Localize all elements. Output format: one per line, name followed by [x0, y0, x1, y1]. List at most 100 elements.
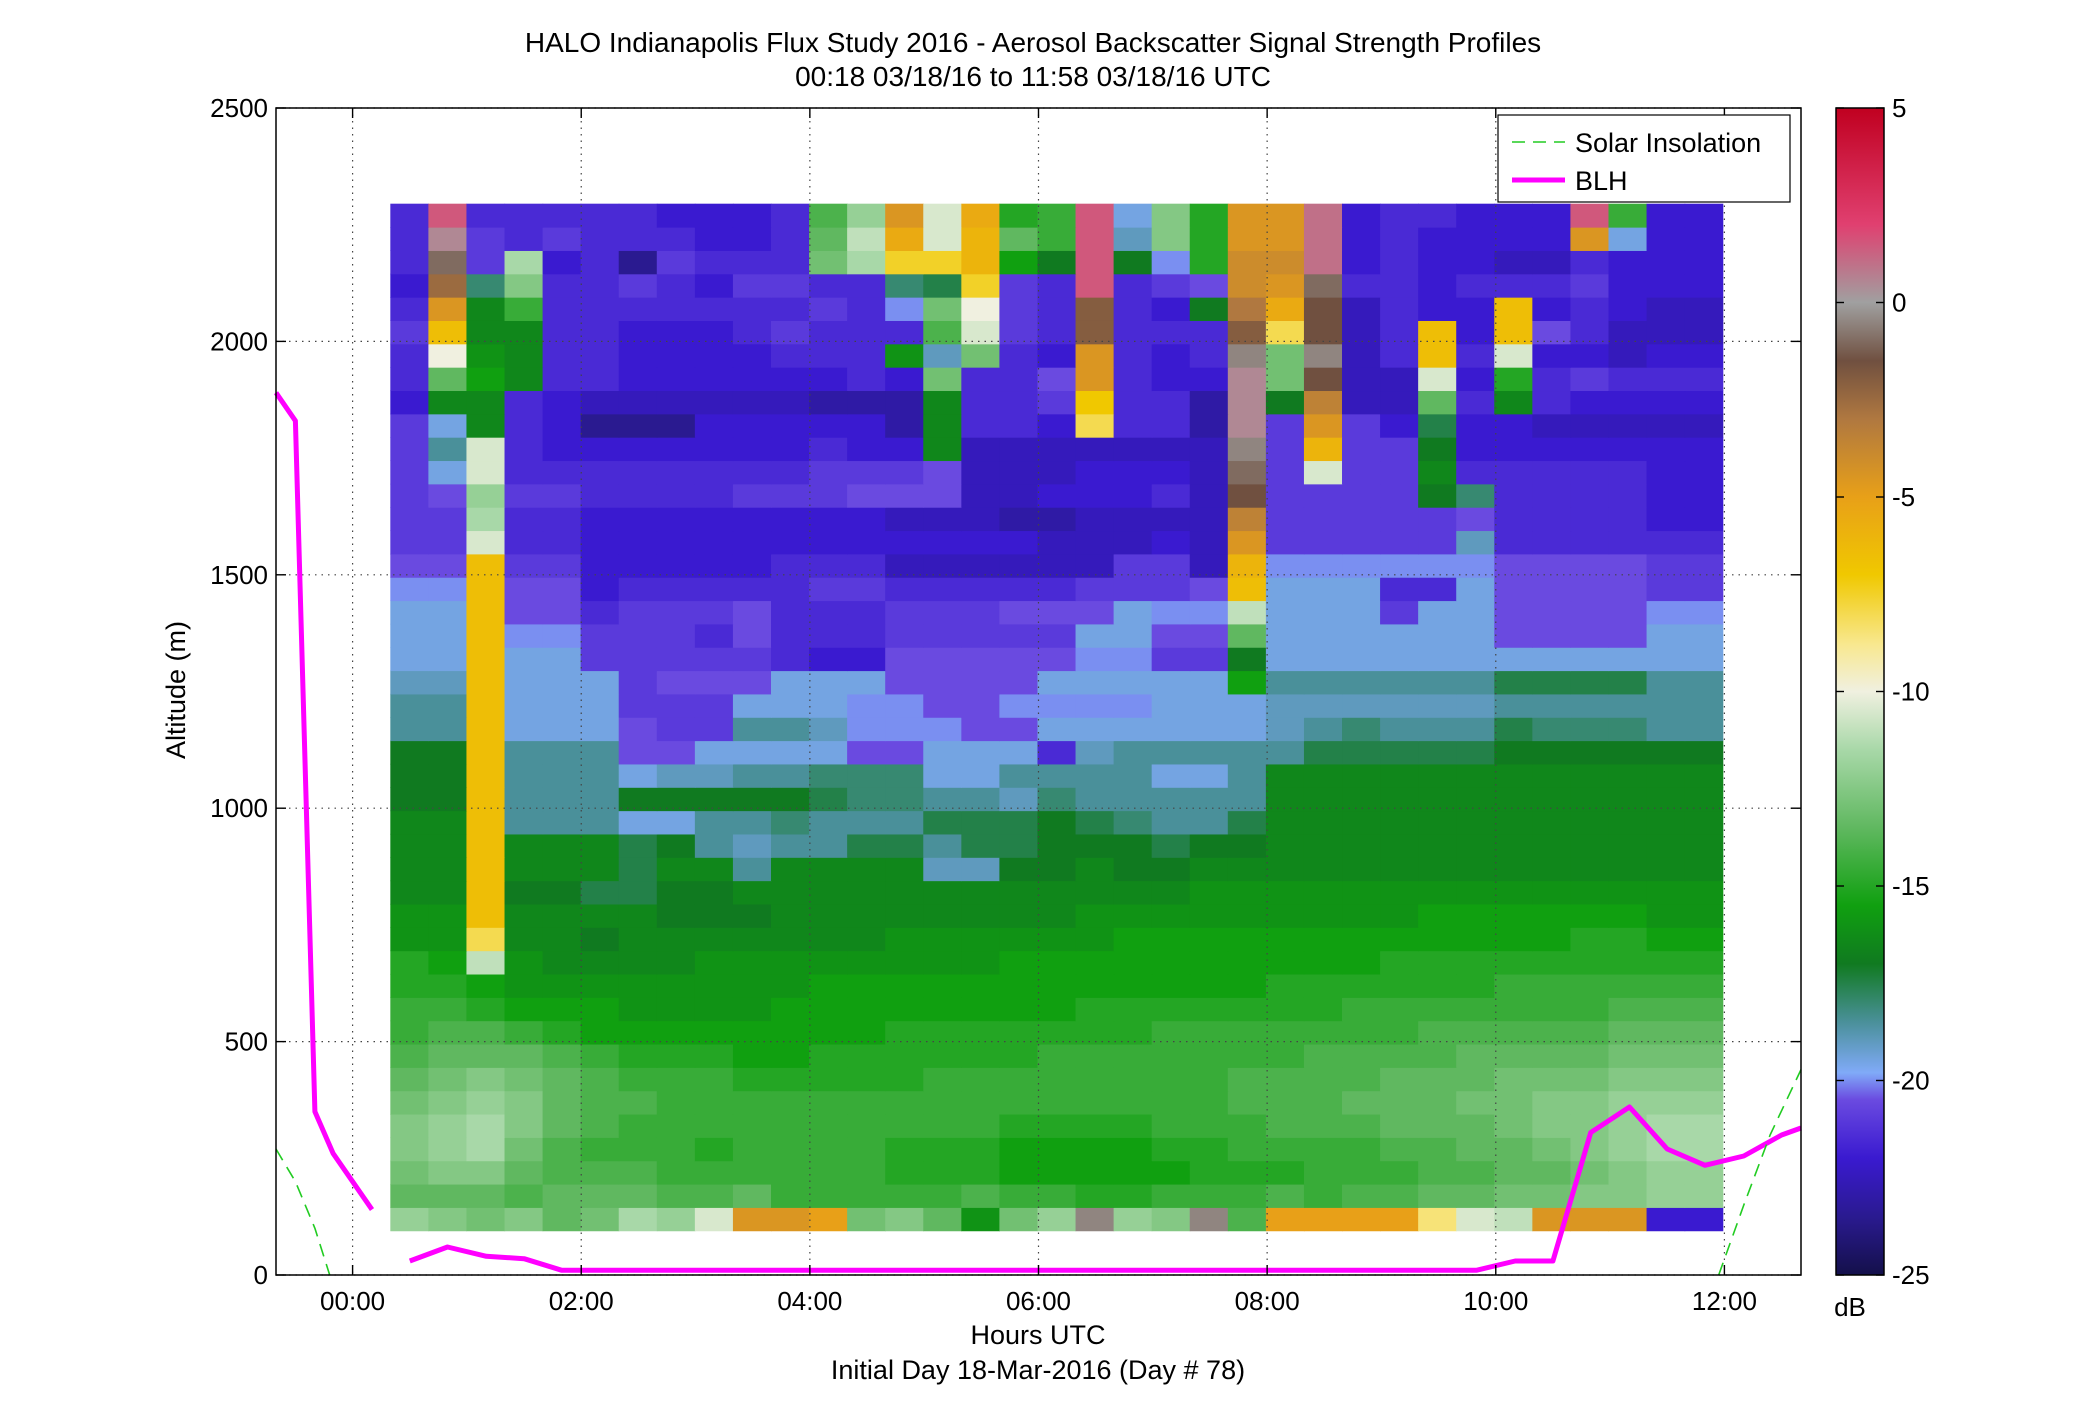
- heatmap-cell: [466, 1020, 506, 1045]
- x-tick-label: 00:00: [320, 1286, 385, 1316]
- heatmap-cell: [1342, 273, 1381, 298]
- heatmap-cell: [809, 530, 848, 555]
- heatmap-cell: [390, 1043, 429, 1068]
- heatmap-cell: [1151, 530, 1191, 555]
- heatmap-cell: [923, 1113, 962, 1138]
- heatmap-cell: [390, 973, 429, 998]
- heatmap-cell: [1303, 880, 1343, 905]
- heatmap-cell: [1303, 1183, 1343, 1208]
- heatmap-cell: [466, 413, 506, 438]
- heatmap-cell: [1532, 857, 1572, 882]
- heatmap-cell: [1494, 670, 1533, 695]
- heatmap-cell: [1380, 507, 1419, 532]
- heatmap-cell: [1189, 763, 1229, 788]
- heatmap-cell: [504, 250, 544, 275]
- heatmap-cell: [1075, 1160, 1115, 1185]
- heatmap-cell: [618, 367, 658, 392]
- heatmap-cell: [771, 1020, 810, 1045]
- heatmap-cell: [1265, 1160, 1305, 1185]
- heatmap-cell: [771, 250, 810, 275]
- heatmap-cell: [809, 740, 848, 765]
- heatmap-cell: [542, 320, 582, 345]
- heatmap-cell: [466, 1207, 506, 1232]
- heatmap-cell: [1227, 763, 1267, 788]
- heatmap-cell: [1113, 1160, 1153, 1185]
- heatmap-cell: [1151, 227, 1191, 251]
- heatmap-cell: [466, 950, 506, 975]
- heatmap-cell: [732, 530, 772, 555]
- heatmap-cell: [771, 203, 810, 228]
- heatmap-cell: [428, 390, 468, 415]
- heatmap-cell: [618, 880, 658, 905]
- heatmap-cell: [694, 670, 734, 695]
- heatmap-cell: [694, 530, 734, 555]
- heatmap-cell: [732, 927, 772, 952]
- heatmap-cell: [1456, 857, 1495, 882]
- heatmap-cell: [390, 833, 429, 858]
- heatmap-cell: [732, 693, 772, 718]
- heatmap-cell: [1380, 1207, 1419, 1232]
- heatmap-cell: [771, 693, 810, 718]
- heatmap-cell: [1494, 1067, 1533, 1092]
- heatmap-cell: [1342, 973, 1381, 998]
- heatmap-cell: [1532, 530, 1572, 555]
- heatmap-cell: [1608, 507, 1648, 532]
- heatmap-cell: [1380, 390, 1419, 415]
- heatmap-cell: [1075, 787, 1115, 812]
- heatmap-cell: [656, 1090, 696, 1115]
- heatmap-cell: [961, 577, 1001, 602]
- heatmap-cell: [428, 1043, 468, 1068]
- heatmap-cell: [656, 623, 696, 648]
- heatmap-cell: [390, 460, 429, 485]
- heatmap-cell: [428, 950, 468, 975]
- heatmap-cell: [694, 1160, 734, 1185]
- heatmap-cell: [1342, 1020, 1381, 1045]
- heatmap-cell: [1608, 297, 1648, 321]
- heatmap-cell: [656, 413, 696, 438]
- heatmap-cell: [1113, 1020, 1153, 1045]
- heatmap-cell: [771, 297, 810, 321]
- series-line-solar-insolation: [1717, 1069, 1802, 1276]
- heatmap-cell: [390, 297, 429, 321]
- heatmap-cell: [1342, 693, 1381, 718]
- heatmap-cell: [771, 717, 810, 742]
- heatmap-cell: [466, 1160, 506, 1185]
- heatmap-cell: [1342, 413, 1381, 438]
- heatmap-cell: [1494, 973, 1533, 998]
- heatmap-cell: [390, 600, 429, 625]
- heatmap-cell: [1151, 623, 1191, 648]
- heatmap-cell: [809, 1113, 848, 1138]
- heatmap-cell: [961, 1067, 1001, 1092]
- heatmap-cell: [1151, 647, 1191, 672]
- heatmap-cell: [1608, 1067, 1648, 1092]
- heatmap-cell: [428, 717, 468, 742]
- heatmap-cell: [1037, 203, 1077, 228]
- x-tick-label: 02:00: [549, 1286, 614, 1316]
- heatmap-cell: [732, 623, 772, 648]
- heatmap-cell: [618, 1183, 658, 1208]
- heatmap-cell: [847, 437, 886, 462]
- heatmap-cell: [923, 880, 962, 905]
- heatmap-cell: [580, 623, 620, 648]
- heatmap-cell: [847, 787, 886, 812]
- heatmap-cell: [1608, 227, 1648, 251]
- heatmap-cell: [1189, 320, 1229, 345]
- heatmap-cell: [1418, 670, 1457, 695]
- heatmap-cell: [923, 1137, 962, 1162]
- heatmap-cell: [1189, 880, 1229, 905]
- heatmap-cell: [1646, 600, 1686, 625]
- heatmap-cell: [809, 343, 848, 368]
- heatmap-cell: [885, 763, 924, 788]
- heatmap-cell: [1608, 577, 1648, 602]
- heatmap-cell: [809, 437, 848, 462]
- heatmap-cell: [1494, 903, 1533, 928]
- heatmap-cell: [1113, 717, 1153, 742]
- heatmap-cell: [504, 297, 544, 321]
- heatmap-cell: [694, 623, 734, 648]
- x-tick-label: 04:00: [777, 1286, 842, 1316]
- heatmap-cell: [1075, 367, 1115, 392]
- heatmap-cell: [1532, 320, 1572, 345]
- heatmap-cell: [732, 273, 772, 298]
- heatmap-cell: [809, 763, 848, 788]
- heatmap-cell: [390, 1160, 429, 1185]
